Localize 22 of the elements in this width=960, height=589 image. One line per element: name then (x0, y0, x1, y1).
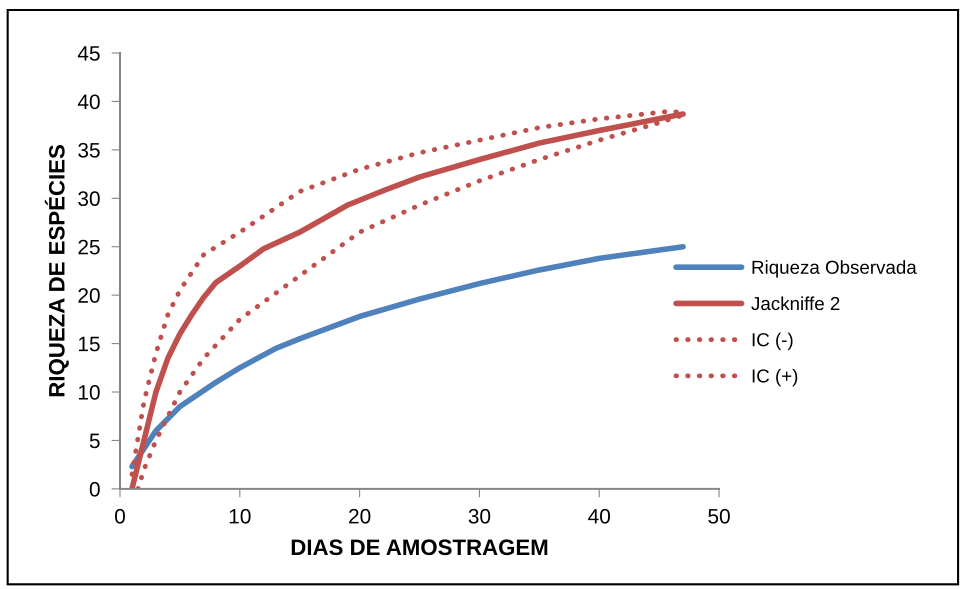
y-tick-label: 40 (78, 94, 100, 110)
y-tick-label: 45 (78, 46, 100, 61)
x-tick-label: 40 (588, 508, 610, 524)
legend-label: IC (+) (752, 368, 798, 386)
y-tick-label: 10 (78, 385, 100, 400)
y-tick-label: 5 (90, 434, 100, 448)
y-tick-label: 15 (78, 336, 100, 352)
x-axis-title: DIAS DE AMOSTRAGEM (292, 539, 548, 556)
x-tick-label: 30 (468, 508, 490, 524)
y-tick-label: 20 (78, 288, 100, 303)
y-tick-label: 25 (78, 240, 100, 254)
y-tick-label: 0 (90, 482, 100, 497)
x-tick-label: 20 (349, 508, 370, 524)
y-tick-label: 35 (78, 142, 100, 158)
legend-label: Riqueza Observada (752, 260, 917, 278)
legend-label: Jackniffe 2 (751, 296, 840, 310)
x-tick-label: 0 (115, 508, 125, 524)
x-tick-label: 50 (708, 508, 730, 524)
y-axis-title: RIQUEZA DE ESPÉCIES (44, 145, 69, 396)
legend-label: IC (-) (752, 332, 793, 350)
y-tick-label: 30 (78, 191, 100, 206)
x-tick-label: 10 (230, 508, 251, 524)
